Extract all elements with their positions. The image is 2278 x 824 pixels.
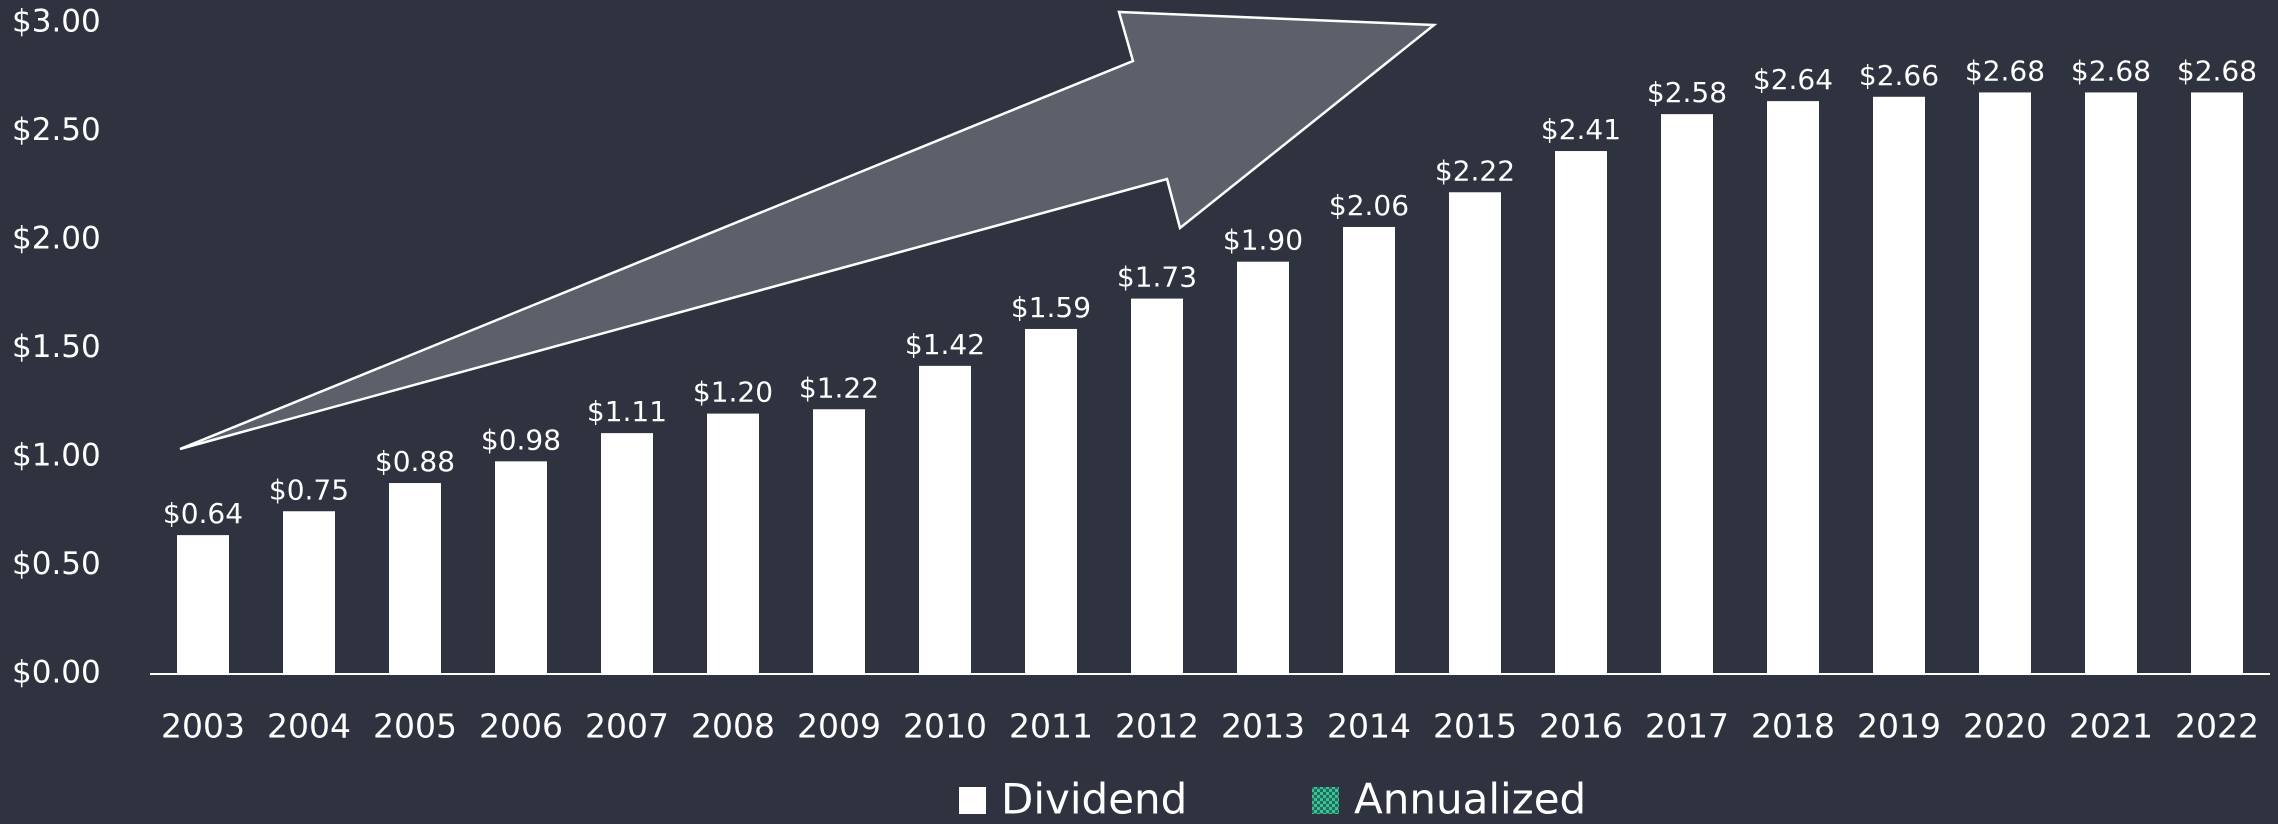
x-tick-label: 2009 (797, 707, 881, 746)
x-tick-label: 2010 (903, 707, 987, 746)
x-tick-label: 2008 (691, 707, 775, 746)
legend-label: Annualized (1354, 775, 1586, 824)
bar (1449, 192, 1501, 674)
value-label: $2.64 (1753, 63, 1833, 96)
value-label: $1.59 (1011, 291, 1091, 324)
bar (1025, 328, 1077, 674)
value-label: $0.98 (481, 423, 561, 456)
value-label: $0.64 (163, 497, 243, 530)
x-tick-label: 2003 (161, 707, 245, 746)
y-tick-label: $1.00 (12, 438, 101, 474)
value-label: $2.58 (1647, 76, 1727, 109)
value-label: $2.66 (1859, 59, 1939, 92)
bar (601, 433, 653, 674)
value-label: $1.90 (1223, 224, 1303, 257)
y-tick-label: $1.50 (12, 329, 101, 365)
y-tick-label: $3.00 (12, 4, 101, 40)
y-tick-label: $2.00 (12, 221, 101, 257)
value-label: $1.11 (587, 395, 667, 428)
x-tick-label: 2007 (585, 707, 669, 746)
bar (1555, 151, 1607, 674)
bar (813, 409, 865, 674)
bar (1661, 114, 1713, 674)
value-label: $2.22 (1435, 154, 1515, 187)
bar (707, 413, 759, 674)
legend-label: Dividend (1001, 775, 1187, 824)
legend-swatch (1312, 787, 1339, 814)
x-tick-label: 2006 (479, 707, 563, 746)
bar (1873, 96, 1925, 674)
x-tick-label: 2018 (1751, 707, 1835, 746)
value-label: $2.68 (1965, 54, 2045, 87)
x-tick-label: 2016 (1539, 707, 1623, 746)
x-tick-label: 2019 (1857, 707, 1941, 746)
value-label: $1.42 (905, 328, 985, 361)
value-label: $2.68 (2177, 54, 2257, 87)
value-label: $2.68 (2071, 54, 2151, 87)
x-tick-label: 2017 (1645, 707, 1729, 746)
bar (177, 535, 229, 674)
x-tick-label: 2011 (1009, 707, 1093, 746)
bar (2191, 92, 2243, 674)
bar (389, 483, 441, 674)
growth-arrow (179, 10, 1438, 451)
y-tick-label: $2.50 (12, 112, 101, 148)
legend-swatch (959, 787, 986, 814)
x-tick-label: 2015 (1433, 707, 1517, 746)
bar (1979, 92, 2031, 674)
bar (1237, 261, 1289, 674)
bar (1767, 101, 1819, 675)
x-tick-label: 2022 (2175, 707, 2259, 746)
value-label: $2.41 (1541, 113, 1621, 146)
bar (2085, 92, 2137, 674)
x-tick-label: 2021 (2069, 707, 2153, 746)
value-label: $2.06 (1329, 189, 1409, 222)
bar (1343, 226, 1395, 675)
value-label: $1.73 (1117, 261, 1197, 294)
y-tick-label: $0.00 (12, 655, 101, 691)
x-tick-label: 2014 (1327, 707, 1411, 746)
value-label: $1.22 (799, 371, 879, 404)
x-tick-label: 2013 (1221, 707, 1305, 746)
value-label: $1.20 (693, 376, 773, 409)
y-tick-label: $0.50 (12, 546, 101, 582)
x-tick-label: 2012 (1115, 707, 1199, 746)
bar (1131, 298, 1183, 674)
x-tick-label: 2020 (1963, 707, 2047, 746)
value-label: $0.75 (269, 473, 349, 506)
bar (495, 461, 547, 674)
bar (919, 365, 971, 674)
bar (283, 511, 335, 674)
x-tick-label: 2005 (373, 707, 457, 746)
value-label: $0.88 (375, 445, 455, 478)
x-tick-label: 2004 (267, 707, 351, 746)
